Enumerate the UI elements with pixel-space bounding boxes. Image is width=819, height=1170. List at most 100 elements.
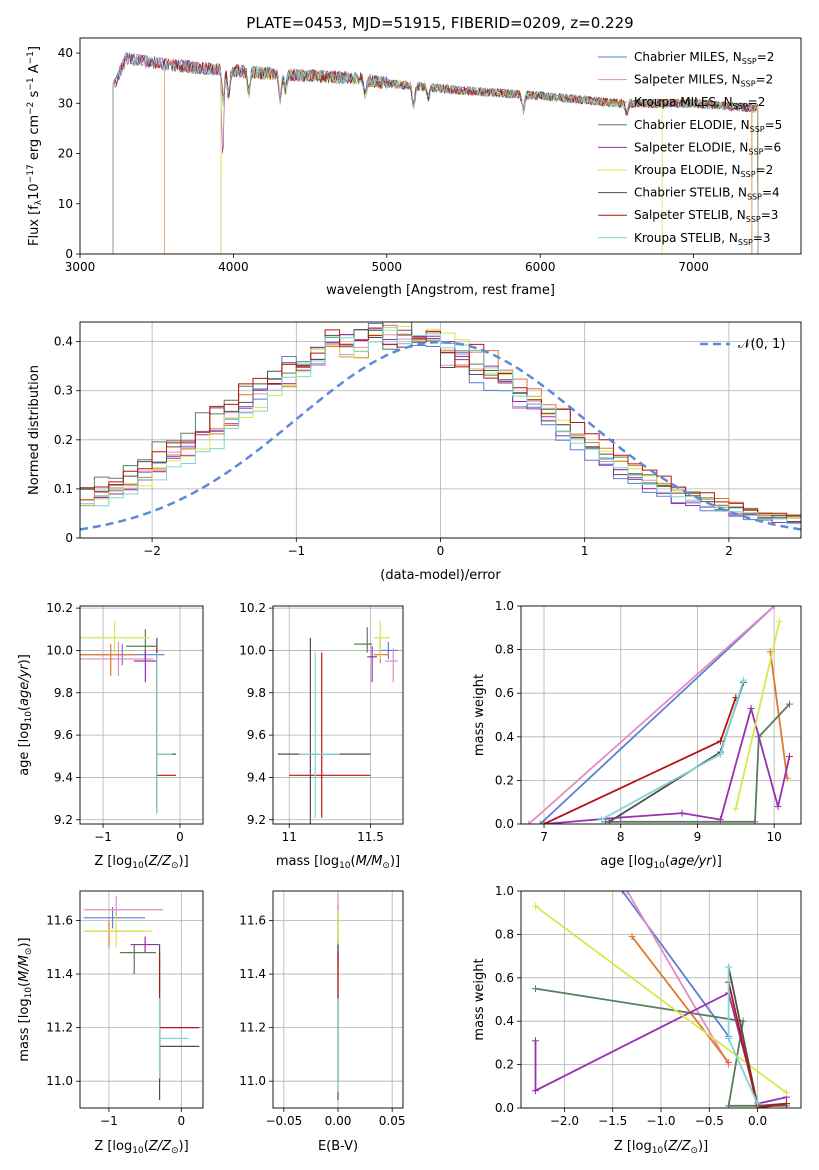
x-tick-label: 1 <box>581 544 589 558</box>
y-tick-label: 11.0 <box>46 1074 73 1088</box>
legend-label: Kroupa STELIB, NSSP=3 <box>634 231 771 247</box>
label-part: 10 <box>24 711 34 723</box>
y-tick-label: 11.2 <box>239 1021 266 1035</box>
x-tick-label: 0.05 <box>379 1114 406 1128</box>
y-tick-label: 0.8 <box>495 643 514 657</box>
x-tick-label: 0 <box>176 830 184 844</box>
spectrum-line <box>112 51 759 254</box>
y-axis-label: mass weight <box>472 674 487 756</box>
label-part: age [log <box>17 723 32 776</box>
y-tick-label: 0 <box>65 247 73 261</box>
y-axis-label: mass weight <box>472 958 487 1040</box>
x-tick-label: 3000 <box>65 260 96 274</box>
legend-label-count: =2 <box>748 95 766 109</box>
x-tick-label: 5000 <box>372 260 403 274</box>
panel-age-Z: −1 09.29.49.69.810.010.2Z [log10(Z/Z⊙)]ag… <box>17 601 204 871</box>
y-tick-label: 11.0 <box>239 1074 266 1088</box>
x-tick-label: −1.5 <box>598 1114 627 1128</box>
y-tick-label: 10 <box>58 197 73 211</box>
label-part: 10 <box>132 1146 144 1156</box>
y-axis-label: mass [log10(M/M⊙)] <box>17 937 34 1061</box>
x-axis-label: E(B-V) <box>318 1139 358 1154</box>
x-tick-label: −1 <box>287 544 305 558</box>
figure-title: PLATE=0453, MJD=51915, FIBERID=0209, z=0… <box>246 14 633 32</box>
legend-label: Salpeter MILES, NSSP=2 <box>634 73 773 89</box>
label-part: Z [log <box>94 854 132 869</box>
legend-label-name: Salpeter MILES, N <box>634 73 741 87</box>
legend-label-count: =2 <box>756 163 774 177</box>
label-part: Z/Z <box>667 1139 691 1154</box>
legend-label-name: Salpeter STELIB, N <box>634 208 746 222</box>
label-part: ⊙ <box>171 1146 179 1156</box>
x-tick-label: 9 <box>694 830 702 844</box>
x-axis-label: Z [log10(Z/Z⊙)] <box>94 854 188 871</box>
y-tick-label: 0.2 <box>495 1058 514 1072</box>
legend-label-name: Salpeter ELODIE, N <box>634 140 748 154</box>
y-tick-label: 0.0 <box>495 1101 514 1115</box>
label-part: )] <box>390 854 400 869</box>
label-part: mass [log <box>17 998 32 1061</box>
label-part: ] <box>27 46 42 51</box>
x-tick-label: −1 <box>94 830 112 844</box>
plot-area <box>83 896 200 1100</box>
x-tick-label: 0.00 <box>325 1114 352 1128</box>
legend-label-sub: SSP <box>746 215 761 224</box>
y-tick-label: 9.6 <box>247 728 266 742</box>
x-tick-label: 11 <box>282 830 297 844</box>
y-tick-label: 11.4 <box>239 967 266 981</box>
label-part: ( <box>144 854 149 869</box>
label-part: 10 <box>653 861 665 871</box>
y-tick-label: 10.2 <box>46 601 73 615</box>
y-tick-label: 11.4 <box>46 967 73 981</box>
label-part: age [log <box>600 854 653 869</box>
legend-label-count: =3 <box>761 208 779 222</box>
legend-label: Chabrier MILES, NSSP=2 <box>634 50 774 66</box>
legend-label-name: Chabrier STELIB, N <box>634 186 747 200</box>
series-line <box>539 606 775 824</box>
axes-frame <box>79 605 204 825</box>
legend-label: Chabrier STELIB, NSSP=4 <box>634 186 780 202</box>
series-line <box>727 981 787 1108</box>
x-tick-label: 0 <box>437 544 445 558</box>
legend: 𝒩(0, 1) <box>700 337 785 352</box>
y-tick-label: 0.2 <box>54 433 73 447</box>
y-tick-label: 0.4 <box>495 1014 514 1028</box>
y-tick-label: 0.6 <box>495 971 514 985</box>
label-part: Z [log <box>94 1139 132 1154</box>
y-tick-label: 9.4 <box>247 770 266 784</box>
legend-label-name: Chabrier ELODIE, N <box>634 118 750 132</box>
x-tick-label: −1.0 <box>646 1114 675 1128</box>
legend-label-count: =5 <box>765 118 783 132</box>
label-part: ( <box>17 982 32 987</box>
label-part: )] <box>698 1139 708 1154</box>
panel-mass-EBV: −0.05 0.00 0.05 11.0 11.2 11.4 11.6 E(B-V) <box>239 890 406 1154</box>
series-line <box>605 703 791 823</box>
x-tick-label: 7000 <box>678 260 709 274</box>
series-line <box>626 891 730 1066</box>
label-part: A <box>27 64 42 77</box>
label-part: ( <box>665 854 670 869</box>
label-part: mass [log <box>276 854 339 869</box>
y-tick-label: 1.0 <box>495 884 514 898</box>
y-tick-label: 1.0 <box>495 599 514 613</box>
grid-lines <box>273 606 403 824</box>
x-tick-label: 4000 <box>218 260 249 274</box>
x-tick-label: 0 <box>177 1114 185 1128</box>
legend-label-sub: SSP <box>747 193 762 202</box>
x-tick-label: 10 <box>767 830 782 844</box>
label-part: 10 <box>27 183 42 200</box>
y-tick-label: 10.2 <box>239 601 266 615</box>
label-part: age/yr <box>670 854 713 869</box>
series-line <box>528 606 775 824</box>
legend-label-sub: SSP <box>741 80 756 89</box>
label-part: Z [log <box>614 1139 652 1154</box>
legend-label-count: =3 <box>753 231 771 245</box>
x-tick-label: 6000 <box>525 260 556 274</box>
legend-label: Salpeter ELODIE, NSSP=6 <box>634 140 781 156</box>
label-part: ⊙ <box>24 948 34 956</box>
legend-label-sub: SSP <box>738 238 753 247</box>
label-part: −2 <box>26 102 36 115</box>
x-axis-label: (data-model)/error <box>380 568 501 583</box>
y-tick-label: 0.3 <box>54 384 73 398</box>
